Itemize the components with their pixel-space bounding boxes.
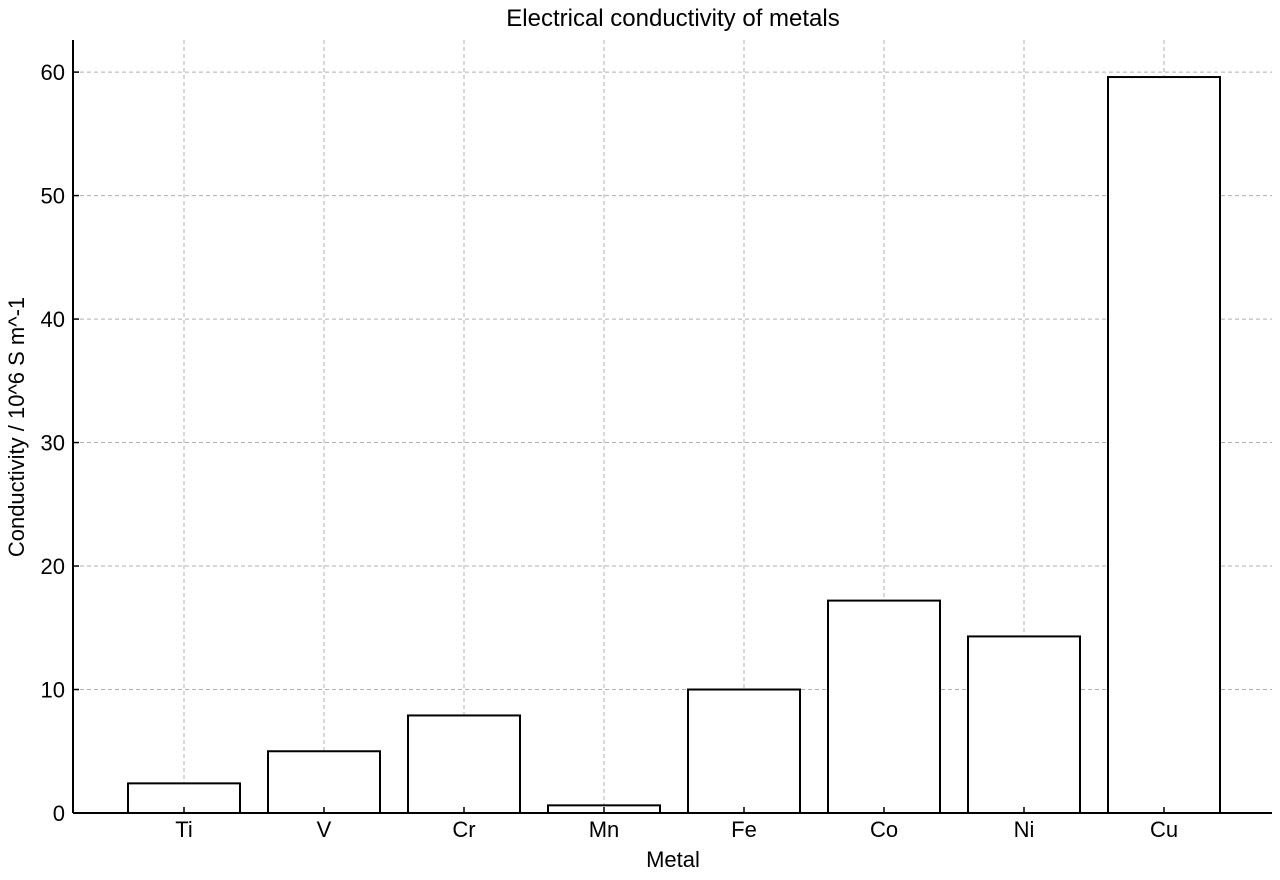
y-tick-label: 20 [41,554,65,579]
bar-v [267,750,381,815]
x-tick-label: V [317,817,332,842]
bar-cr [407,714,521,814]
x-tick-label: Co [870,817,898,842]
y-tick-label: 30 [41,431,65,456]
bar-fe [687,688,801,815]
bar-co [827,599,941,814]
tick-labels: 0 10 20 30 40 50 60 Ti V Cr Mn Fe Co Ni Cu [41,60,1179,842]
x-tick-label: Mn [589,817,620,842]
bars [127,76,1221,815]
axes [72,40,1272,814]
x-tick-label: Ti [175,817,193,842]
x-tick-label: Cr [452,817,475,842]
grid-lines [73,40,1272,813]
chart-title: Electrical conductivity of metals [506,5,839,32]
y-tick-label: 0 [53,801,65,826]
y-tick-label: 50 [41,184,65,209]
x-tick-label: Ni [1014,817,1035,842]
bar-ni [967,635,1081,814]
x-tick-label: Cu [1150,817,1178,842]
y-tick-label: 60 [41,60,65,85]
x-axis-title: Metal [646,847,700,872]
y-tick-label: 10 [41,678,65,703]
y-tick-label: 40 [41,307,65,332]
y-axis-title: Conductivity / 10^6 S m^-1 [4,297,29,557]
bar-cu [1107,76,1221,814]
x-tick-label: Fe [731,817,757,842]
